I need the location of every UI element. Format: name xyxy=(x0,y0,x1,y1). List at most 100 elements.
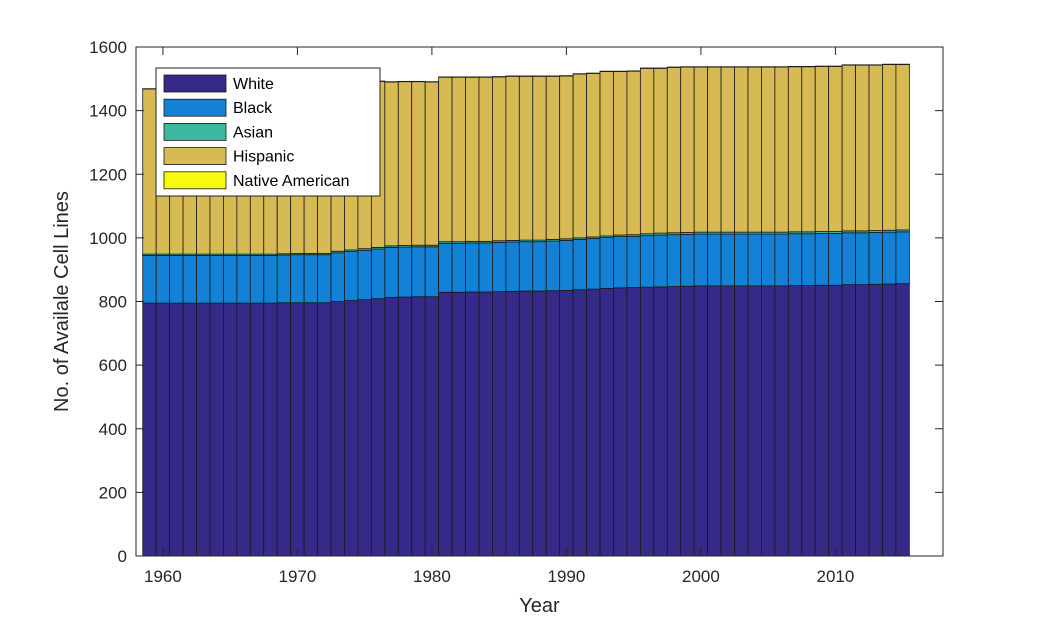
bar-segment xyxy=(747,233,762,287)
bar-segment xyxy=(868,232,883,285)
bar-segment xyxy=(370,248,386,300)
legend-label: Hispanic xyxy=(233,149,294,166)
y-tick-label: 1400 xyxy=(89,102,127,121)
bar-segment xyxy=(720,66,735,233)
bar-segment xyxy=(639,286,655,557)
bar-segment xyxy=(586,238,601,290)
bar-segment xyxy=(155,254,171,304)
bar-segment xyxy=(787,285,803,557)
bar-segment xyxy=(438,291,453,557)
bar-segment xyxy=(734,233,749,287)
bar-segment xyxy=(707,66,722,233)
legend-swatch xyxy=(163,147,227,166)
y-tick-label: 1000 xyxy=(89,229,127,248)
bar-segment xyxy=(209,302,224,557)
bar-segment xyxy=(545,240,561,292)
bar-segment xyxy=(895,231,910,285)
bar-segment xyxy=(263,302,278,557)
bar-segment xyxy=(223,254,238,304)
bar-segment xyxy=(505,241,520,292)
bar-segment xyxy=(518,241,534,292)
bar-segment xyxy=(155,302,171,557)
bar-segment xyxy=(895,283,910,557)
bar-segment xyxy=(613,71,628,236)
bar-segment xyxy=(518,75,534,241)
x-axis-title: Year xyxy=(519,595,560,617)
bar-segment xyxy=(384,81,399,247)
bar-segment xyxy=(774,66,789,233)
bar-segment xyxy=(384,296,399,557)
x-tick-label: 1990 xyxy=(547,567,585,586)
y-tick-label: 800 xyxy=(99,293,127,312)
bar-segment xyxy=(397,81,413,246)
bar-segment xyxy=(518,290,534,557)
bar-segment xyxy=(451,291,466,557)
bar-segment xyxy=(693,233,709,287)
x-tick-label: 1970 xyxy=(278,567,316,586)
bar-segment xyxy=(169,302,184,557)
bar-segment xyxy=(465,291,480,557)
bar-segment xyxy=(182,302,197,557)
bar-segment xyxy=(559,75,574,240)
bar-segment xyxy=(586,288,601,557)
bar-segment xyxy=(653,67,668,234)
bar-segment xyxy=(882,231,897,285)
y-axis-title: No. of Availale Cell Lines xyxy=(51,191,73,412)
bar-segment xyxy=(707,233,722,287)
bar-segment xyxy=(680,233,695,287)
bar-segment xyxy=(801,66,816,233)
x-tick-label: 1980 xyxy=(413,567,451,586)
bar-segment xyxy=(142,254,157,304)
bar-segment xyxy=(572,239,587,291)
bar-segment xyxy=(249,254,265,304)
bar-segment xyxy=(545,290,561,557)
bar-segment xyxy=(559,240,574,291)
bar-segment xyxy=(639,235,655,288)
bar-segment xyxy=(693,66,709,233)
bar-segment xyxy=(613,287,628,557)
bar-segment xyxy=(666,234,682,287)
bar-segment xyxy=(882,64,897,231)
bar-segment xyxy=(545,75,561,240)
bar-segment xyxy=(680,285,695,557)
bar-segment xyxy=(761,66,776,233)
x-tick-label: 2000 xyxy=(682,567,720,586)
legend-label: White xyxy=(233,76,274,93)
bar-segment xyxy=(424,296,440,557)
bar-segment xyxy=(841,64,856,232)
bar-segment xyxy=(478,76,493,242)
bar-segment xyxy=(169,254,184,304)
bar-segment xyxy=(505,290,520,557)
bar-segment xyxy=(223,302,238,557)
bar-segment xyxy=(787,66,803,233)
bar-segment xyxy=(357,249,372,300)
bar-segment xyxy=(438,76,453,243)
bar-segment xyxy=(828,284,843,557)
bar-segment xyxy=(734,66,749,233)
bar-segment xyxy=(357,299,372,557)
bar-segment xyxy=(492,76,507,242)
y-tick-label: 0 xyxy=(118,547,127,566)
bar-segment xyxy=(801,233,816,286)
bar-segment xyxy=(882,283,897,557)
bar-segment xyxy=(828,66,843,232)
bar-segment xyxy=(142,302,157,557)
x-axis: 1960 1970 1980 1990 2000 2010 xyxy=(144,47,854,586)
bar-segment xyxy=(855,232,870,286)
bar-segment xyxy=(263,254,278,304)
bar-segment xyxy=(747,66,762,233)
y-tick-label: 600 xyxy=(99,356,127,375)
bar-segment xyxy=(465,242,480,293)
bar-segment xyxy=(841,232,856,286)
bar-segment xyxy=(384,247,399,298)
bar-segment xyxy=(303,302,318,557)
legend-swatch xyxy=(163,123,227,141)
bar-segment xyxy=(639,67,655,235)
bar-segment xyxy=(478,242,493,293)
bar-segment xyxy=(599,237,614,289)
bar-segment xyxy=(680,66,695,233)
bar-segment xyxy=(572,73,587,239)
bar-segment xyxy=(236,302,251,557)
bar-segment xyxy=(559,289,574,557)
bar-segment xyxy=(626,70,641,236)
